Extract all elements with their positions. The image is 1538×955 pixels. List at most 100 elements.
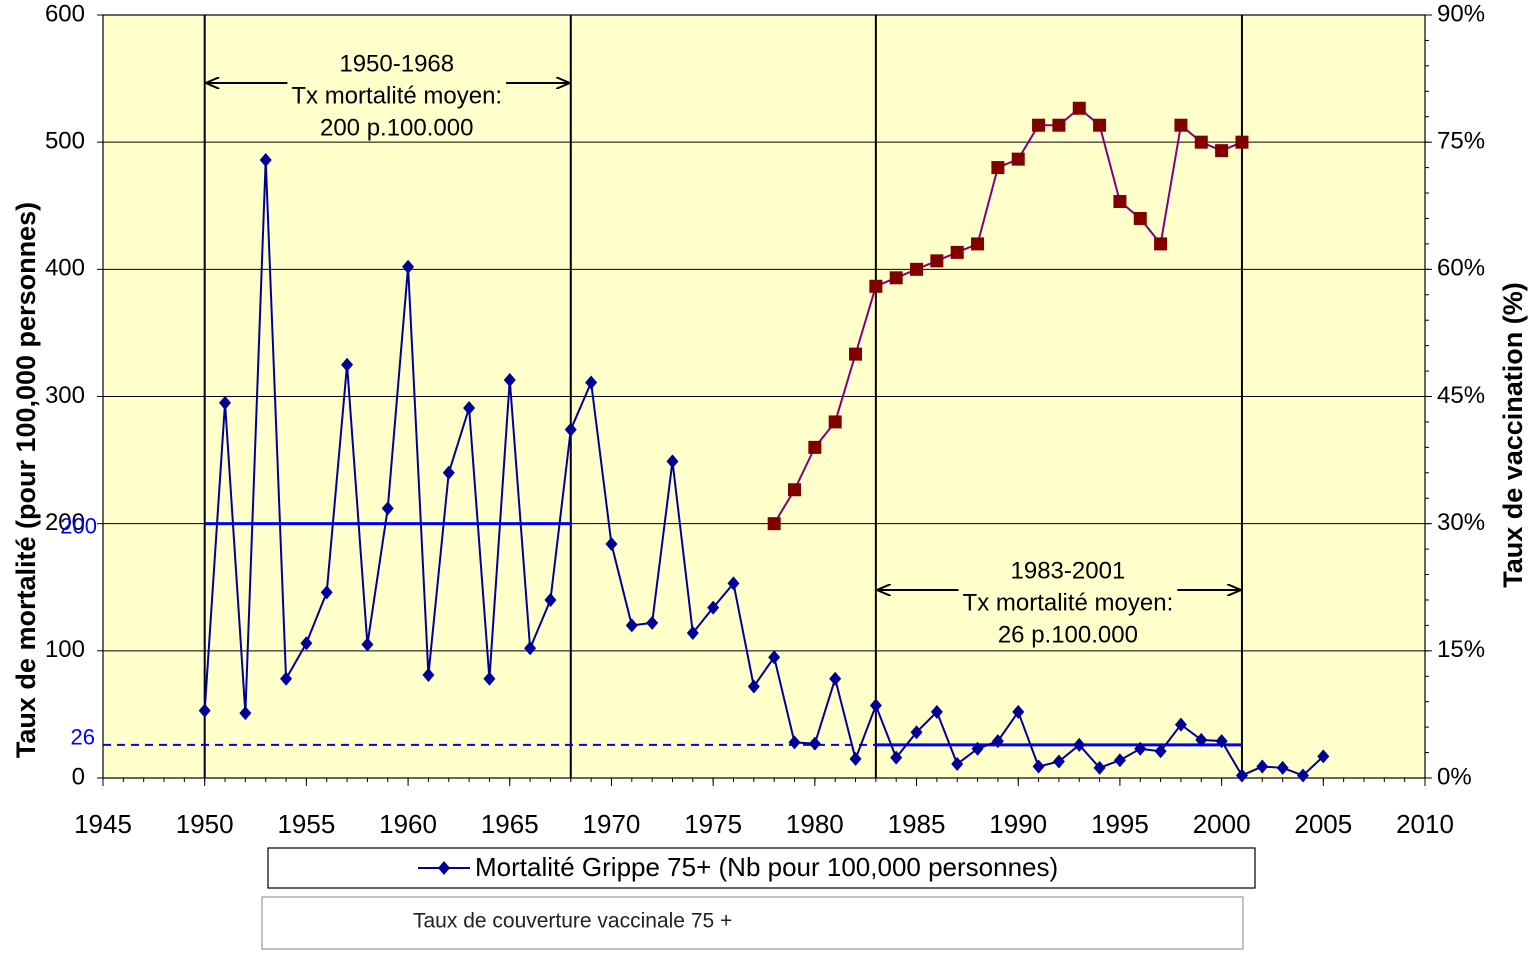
data-point xyxy=(727,576,740,591)
x-tick-label: 1975 xyxy=(684,809,742,839)
x-tick-label: 1945 xyxy=(74,809,132,839)
data-point xyxy=(1032,759,1045,774)
data-point xyxy=(1052,754,1065,769)
data-point xyxy=(605,537,618,552)
data-point xyxy=(625,618,638,633)
data-point xyxy=(707,600,720,615)
data-point xyxy=(422,667,435,682)
data-point xyxy=(910,725,923,740)
legend-label: Taux de couverture vaccinale 75 + xyxy=(413,910,732,933)
data-point xyxy=(1276,760,1289,775)
data-point xyxy=(971,741,984,756)
y-tick-label: 500 xyxy=(45,128,85,155)
y2-tick-label: 90% xyxy=(1437,0,1485,27)
data-point xyxy=(686,626,699,641)
data-point xyxy=(1134,741,1147,756)
data-point xyxy=(869,698,882,713)
y2-tick-label: 15% xyxy=(1437,636,1485,663)
data-point xyxy=(1011,152,1025,166)
x-tick-label: 1990 xyxy=(989,809,1047,839)
annotation: 1983-2001 xyxy=(1011,557,1126,584)
data-point xyxy=(280,671,293,686)
data-point xyxy=(991,734,1004,749)
data-point xyxy=(402,259,415,274)
data-point xyxy=(1072,101,1086,115)
y2-tick-label: 30% xyxy=(1437,509,1485,536)
data-point xyxy=(767,517,781,531)
annotation: 200 p.100.000 xyxy=(320,114,473,141)
data-point xyxy=(1194,135,1208,149)
data-point xyxy=(747,679,760,694)
x-tick-label: 1985 xyxy=(888,809,946,839)
data-point xyxy=(219,395,232,410)
data-point xyxy=(320,585,333,600)
x-tick-label: 1955 xyxy=(277,809,335,839)
data-point xyxy=(910,262,924,276)
data-point xyxy=(442,465,455,480)
data-point xyxy=(849,751,862,766)
data-point xyxy=(300,636,313,651)
data-point xyxy=(1174,118,1188,132)
y-tick-label: 100 xyxy=(45,636,85,663)
data-point xyxy=(503,372,516,387)
data-point xyxy=(808,736,821,751)
data-point xyxy=(828,415,842,429)
annotation: 26 p.100.000 xyxy=(998,621,1138,648)
y2-tick-label: 45% xyxy=(1437,382,1485,409)
data-point xyxy=(808,440,822,454)
series-line xyxy=(773,106,1243,525)
data-point xyxy=(646,615,659,630)
x-tick-label: 1970 xyxy=(583,809,641,839)
y-tick-label: 400 xyxy=(45,255,85,282)
x-tick-label: 1965 xyxy=(481,809,539,839)
data-point xyxy=(1174,717,1187,732)
legend-marker xyxy=(438,861,450,875)
data-point xyxy=(463,400,476,415)
x-tick-label: 1980 xyxy=(786,809,844,839)
x-tick-label: 1995 xyxy=(1091,809,1149,839)
data-point xyxy=(341,357,354,372)
data-point xyxy=(849,347,863,361)
x-tick-label: 1950 xyxy=(176,809,234,839)
data-point xyxy=(788,735,801,750)
legend-label: Mortalité Grippe 75+ (Nb pour 100,000 pe… xyxy=(475,852,1058,882)
data-point xyxy=(1195,732,1208,747)
y2-tick-label: 0% xyxy=(1437,763,1472,790)
data-point xyxy=(239,706,252,721)
data-point xyxy=(889,271,903,285)
data-point xyxy=(930,254,944,268)
x-tick-label: 2000 xyxy=(1193,809,1251,839)
data-point xyxy=(1235,768,1248,783)
y-tick-label: 300 xyxy=(45,382,85,409)
data-point xyxy=(1113,753,1126,768)
data-point xyxy=(1296,768,1309,783)
data-point xyxy=(1317,749,1330,764)
x-tick-label: 2010 xyxy=(1396,809,1454,839)
data-point xyxy=(991,161,1005,175)
data-point xyxy=(381,501,394,516)
data-point xyxy=(951,757,964,772)
y-tick-label: 200 xyxy=(45,509,85,536)
data-point xyxy=(1093,760,1106,775)
annotation: 1950-1968 xyxy=(339,50,454,77)
data-point xyxy=(564,422,577,437)
data-point xyxy=(1154,237,1168,251)
y2-tick-label: 75% xyxy=(1437,128,1485,155)
data-point xyxy=(890,750,903,765)
data-point xyxy=(524,641,537,656)
data-point xyxy=(1215,734,1228,749)
data-point xyxy=(483,671,496,686)
data-point xyxy=(1032,118,1046,132)
data-point xyxy=(768,650,781,665)
x-tick-label: 2005 xyxy=(1294,809,1352,839)
y-axis-label: Taux de mortalité (pour 100,000 personne… xyxy=(11,202,41,758)
data-point xyxy=(1256,759,1269,774)
data-point xyxy=(1215,144,1229,158)
y-tick-label: 0 xyxy=(72,763,85,790)
data-point xyxy=(869,279,883,293)
data-point xyxy=(1235,135,1249,149)
data-point xyxy=(666,454,679,469)
legend-box xyxy=(261,896,1244,950)
data-point xyxy=(361,637,374,652)
